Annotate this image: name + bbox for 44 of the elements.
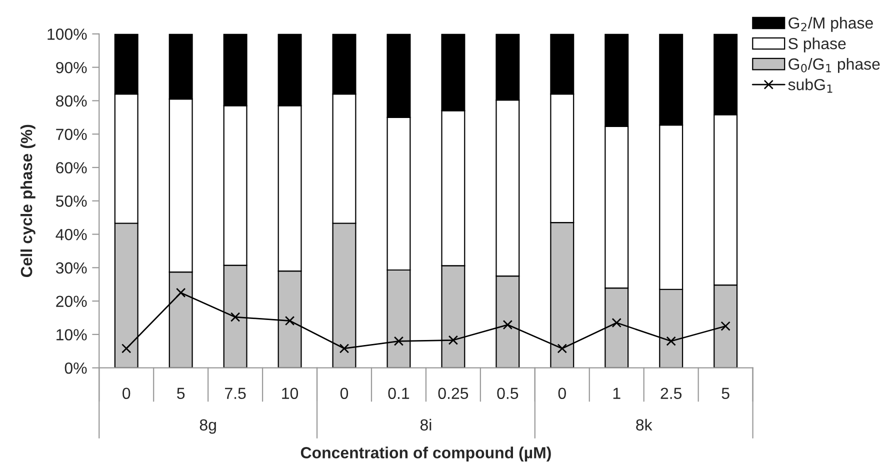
x-tick-label: 0	[558, 388, 566, 400]
x-tick-label: 7.5	[225, 388, 246, 400]
y-axis-title: Cell cycle phase (%)	[20, 124, 36, 278]
text: 8i	[420, 418, 432, 431]
y-tick-label: 80%	[56, 95, 87, 107]
x-tick-label: 5	[177, 388, 185, 400]
point	[502, 320, 513, 330]
point	[448, 335, 458, 345]
x-tick-label: 0	[122, 388, 130, 400]
x-tick-label: 5	[722, 388, 730, 400]
y-tick-label: 0%	[64, 362, 87, 374]
legend-label: S phase	[788, 38, 846, 52]
legend-label: G$_{0}$/G$_{1}$ phase	[788, 58, 880, 73]
point	[666, 336, 676, 346]
point	[394, 336, 404, 346]
y-tick-label: 90%	[56, 62, 87, 74]
x-tick-label: 0.25	[438, 388, 468, 400]
y-tick-label: 10%	[56, 329, 87, 340]
text: 8g	[200, 419, 216, 434]
point	[122, 344, 132, 354]
point	[176, 288, 186, 298]
point	[612, 318, 622, 328]
y-tick-label: 20%	[56, 296, 87, 308]
point	[557, 344, 568, 354]
point	[230, 312, 240, 322]
x-tick-label: 0	[340, 388, 348, 400]
x-tick-label: 2.5	[660, 388, 682, 400]
point	[720, 321, 730, 331]
x-tick-label: 10	[282, 388, 298, 400]
y-tick-label: 40%	[56, 228, 87, 240]
y-tick-label: 60%	[56, 162, 87, 174]
y-tick-label: 100%	[48, 28, 87, 40]
y-tick-label: 30%	[56, 262, 87, 274]
y-tick-label: 50%	[56, 196, 87, 207]
x-tick-label: 0.5	[497, 388, 518, 400]
legend-label: G$_{2}$/M phase	[788, 16, 873, 32]
x-tick-label: 0.1	[388, 388, 410, 400]
legend-label: subG$_{1}$	[788, 78, 832, 93]
point	[284, 316, 295, 326]
x-tick-label: 1	[613, 388, 620, 399]
x-axis-title: Concentration of compound (µM)	[300, 446, 551, 462]
y-tick-label: 70%	[56, 128, 87, 140]
text: 8k	[636, 418, 652, 431]
point	[339, 344, 350, 354]
